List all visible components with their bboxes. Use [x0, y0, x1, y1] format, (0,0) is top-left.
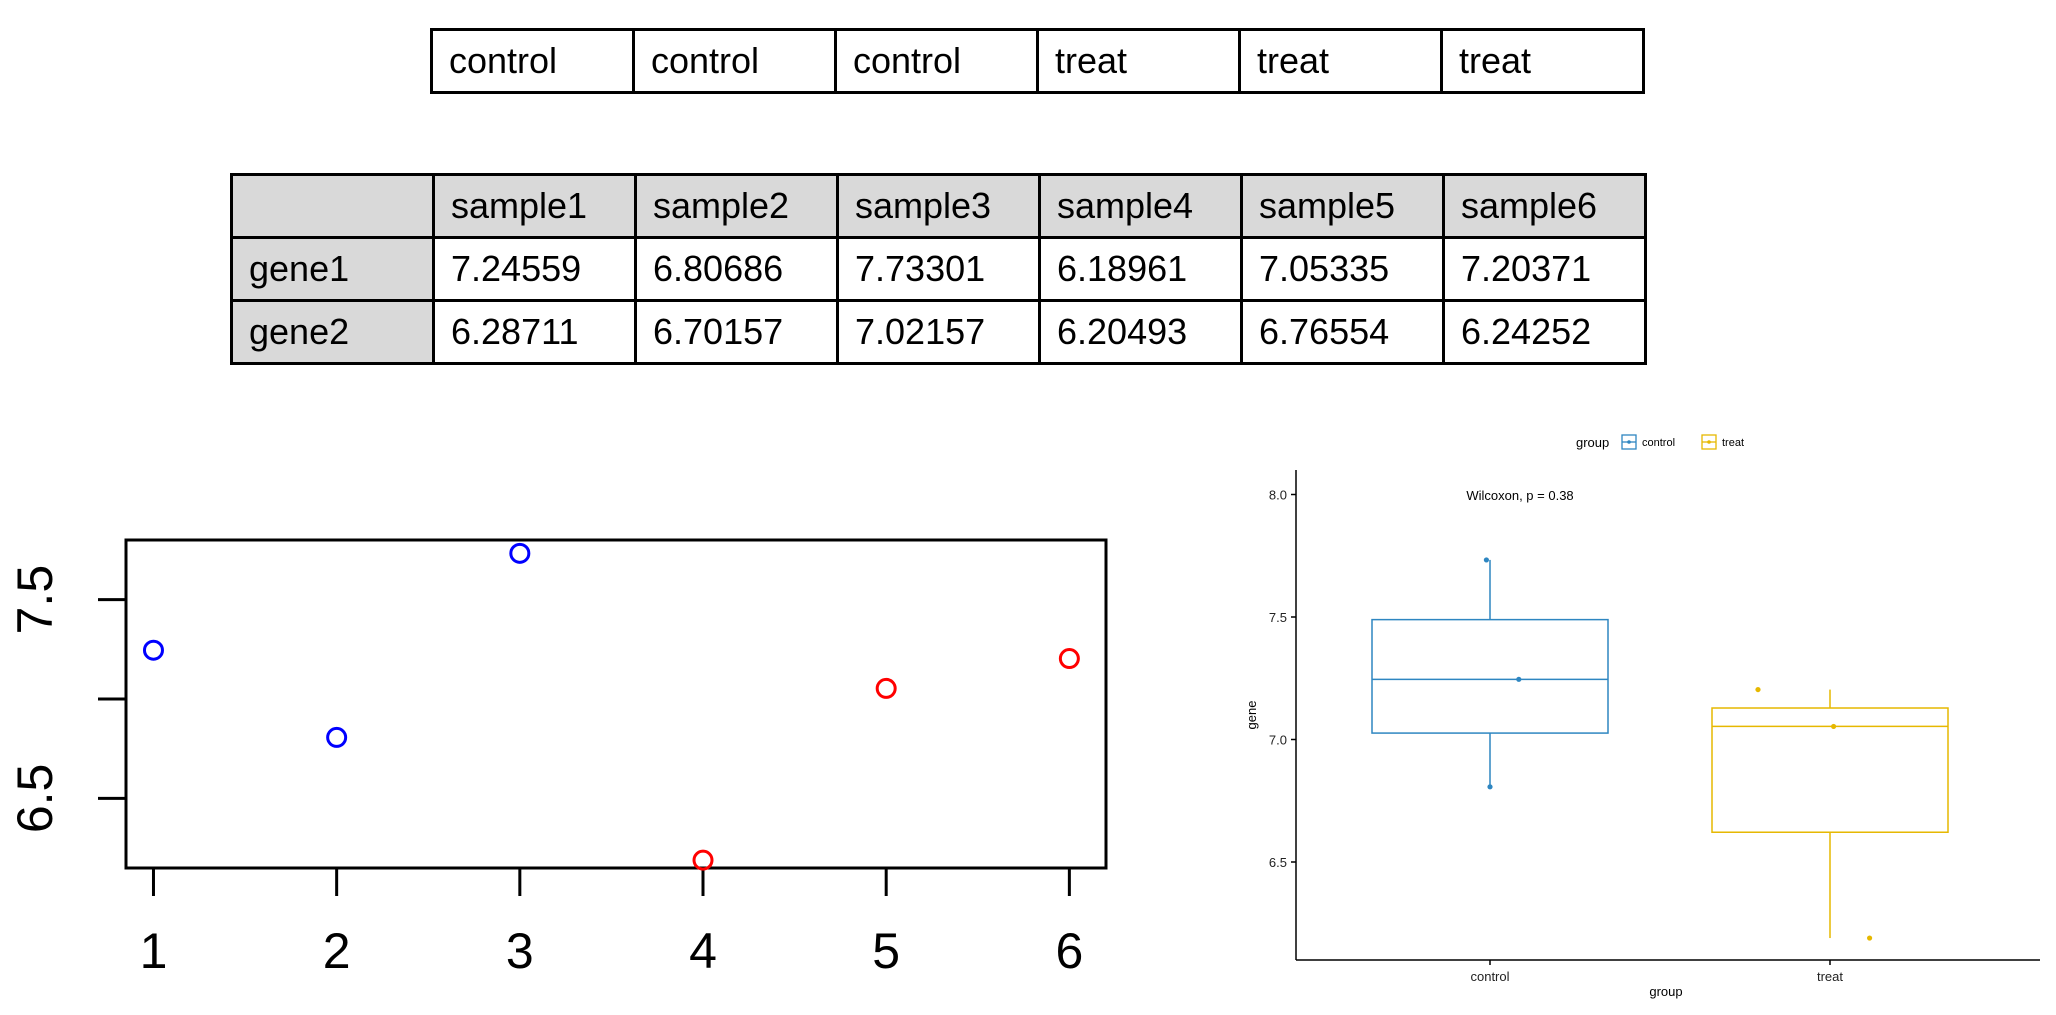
group-cell: control	[632, 28, 837, 94]
column-header: sample6	[1442, 173, 1647, 239]
y-tick-label: 8.0	[1269, 488, 1287, 503]
column-header: sample4	[1038, 173, 1243, 239]
table-cell: 6.76554	[1240, 299, 1445, 365]
column-header: sample5	[1240, 173, 1445, 239]
table-cell: 7.20371	[1442, 236, 1647, 302]
x-tick-label: 6	[1055, 923, 1083, 979]
table-cell: 6.18961	[1038, 236, 1243, 302]
y-tick-label: 6.5	[1269, 855, 1287, 870]
y-axis-label: gene	[1244, 701, 1259, 730]
table-cell: 6.80686	[634, 236, 839, 302]
table-cell: 6.24252	[1442, 299, 1647, 365]
x-tick-label: control	[1470, 969, 1509, 984]
legend-key-dot	[1707, 440, 1711, 444]
group-cell: treat	[1440, 28, 1645, 94]
scatter-plot: 6.5 7.5 1 2 3 4 5 6	[7, 538, 1108, 979]
table-cell: 7.05335	[1240, 236, 1445, 302]
data-point	[1483, 557, 1489, 563]
data-point	[1487, 784, 1493, 790]
table-cell: 7.02157	[836, 299, 1041, 365]
column-header: sample1	[432, 173, 637, 239]
y-tick-label: 7.0	[1269, 733, 1287, 748]
box-plot: 6.5 7.0 7.5 8.0 gene control treat group Wilcoxo…	[1244, 434, 2040, 999]
table-header-row: sample1 sample2 sample3 sample4 sample5 …	[230, 173, 1647, 239]
table-cell: 6.28711	[432, 299, 637, 365]
data-point	[142, 639, 164, 661]
expression-table: sample1 sample2 sample3 sample4 sample5 …	[230, 173, 1647, 365]
data-point	[509, 542, 531, 564]
data-point	[326, 726, 348, 748]
table-cell: 7.73301	[836, 236, 1041, 302]
x-tick-label: 4	[689, 923, 717, 979]
group-cell: control	[430, 28, 635, 94]
legend-label: treat	[1722, 437, 1744, 449]
y-tick-label: 7.5	[7, 565, 63, 635]
table-row: gene2 6.28711 6.70157 7.02157 6.20493 6.…	[230, 299, 1647, 365]
x-tick-label: 5	[872, 923, 900, 979]
stat-annotation: Wilcoxon, p = 0.38	[1466, 488, 1573, 503]
data-point	[1831, 723, 1837, 730]
table-cell: 6.70157	[634, 299, 839, 365]
y-tick-label: 7.5	[1269, 610, 1287, 625]
row-name: gene1	[230, 236, 435, 302]
group-row: control control control treat treat trea…	[430, 28, 1645, 94]
y-tick-label: 6.5	[7, 764, 63, 834]
data-point	[692, 849, 714, 871]
data-point	[1755, 686, 1761, 693]
box-treat	[1711, 707, 1949, 833]
table-corner-cell	[230, 173, 435, 239]
column-header: sample3	[836, 173, 1041, 239]
x-tick-label: 1	[140, 923, 168, 979]
group-cell: treat	[1238, 28, 1443, 94]
box-control	[1371, 618, 1609, 734]
x-tick-label: treat	[1817, 969, 1843, 984]
legend-title: group	[1576, 435, 1609, 450]
data-point	[875, 677, 897, 699]
group-cell: treat	[1036, 28, 1241, 94]
group-table: control control control treat treat trea…	[430, 28, 1645, 94]
data-point	[1058, 648, 1080, 670]
x-tick-label: 3	[506, 923, 534, 979]
table-row: gene1 7.24559 6.80686 7.73301 6.18961 7.…	[230, 236, 1647, 302]
table-cell: 7.24559	[432, 236, 637, 302]
data-point	[1867, 935, 1873, 941]
column-header: sample2	[634, 173, 839, 239]
plot-frame	[124, 538, 1108, 870]
legend-key-dot	[1627, 440, 1631, 444]
table-cell: 6.20493	[1038, 299, 1243, 365]
x-tick-label: 2	[323, 923, 351, 979]
group-cell: control	[834, 28, 1039, 94]
legend-label: control	[1642, 437, 1675, 449]
data-point	[1516, 676, 1522, 682]
row-name: gene2	[230, 299, 435, 365]
x-axis-label: group	[1649, 984, 1682, 999]
